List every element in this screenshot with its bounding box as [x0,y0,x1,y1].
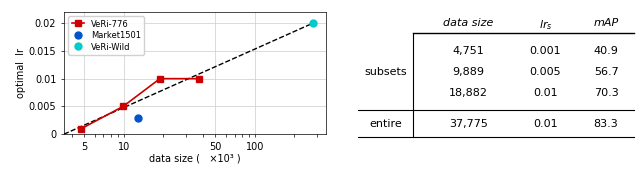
VeRi-776 [156,78,164,80]
Text: mAP: mAP [593,18,619,28]
Y-axis label: optimal  lr: optimal lr [16,48,26,98]
VeRi-776 [77,128,85,130]
Text: 0.01: 0.01 [533,88,558,98]
Text: 56.7: 56.7 [594,67,618,77]
VeRi-776 [196,78,204,80]
Text: 37,775: 37,775 [449,119,488,129]
Text: 4,751: 4,751 [452,46,484,56]
VeRi-776 [119,105,127,108]
Line: VeRi-776: VeRi-776 [79,76,202,131]
Legend: VeRi-776, Market1501, VeRi-Wild: VeRi-776, Market1501, VeRi-Wild [68,16,144,55]
Text: entire: entire [369,119,403,129]
Text: 0.001: 0.001 [530,46,561,56]
Text: 0.005: 0.005 [530,67,561,77]
Text: $lr_s$: $lr_s$ [539,18,552,32]
Text: 0.01: 0.01 [533,119,558,129]
Text: 83.3: 83.3 [594,119,618,129]
Text: 9,889: 9,889 [452,67,484,77]
Text: subsets: subsets [365,67,407,77]
Text: 18,882: 18,882 [449,88,488,98]
Text: 40.9: 40.9 [594,46,618,56]
X-axis label: data size (   ×10³ ): data size ( ×10³ ) [149,153,241,163]
Text: data size: data size [444,18,493,28]
Text: 70.3: 70.3 [594,88,618,98]
